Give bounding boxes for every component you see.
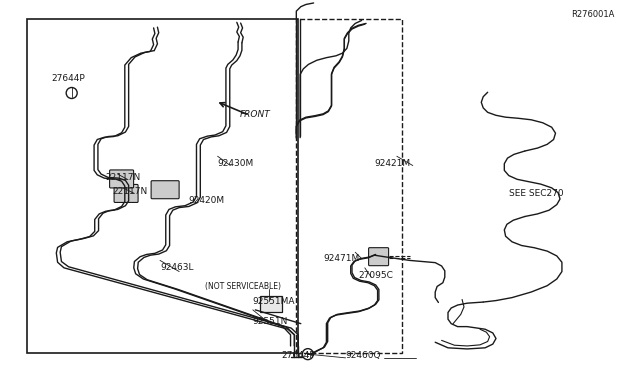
- Bar: [296, 19, 402, 353]
- Text: 22117N: 22117N: [106, 173, 141, 182]
- Bar: [260, 296, 282, 312]
- FancyBboxPatch shape: [369, 248, 388, 266]
- Bar: [27, 19, 298, 353]
- Text: 92460Q: 92460Q: [346, 351, 381, 360]
- FancyBboxPatch shape: [151, 181, 179, 199]
- Text: 22117N: 22117N: [112, 187, 147, 196]
- Text: 92420M: 92420M: [189, 196, 225, 205]
- FancyBboxPatch shape: [114, 185, 138, 202]
- Text: 27095C: 27095C: [358, 271, 393, 280]
- Text: 92430M: 92430M: [218, 159, 254, 168]
- Text: R276001A: R276001A: [571, 10, 614, 19]
- Text: 27644P: 27644P: [282, 351, 316, 360]
- Text: SEE SEC270: SEE SEC270: [509, 189, 563, 198]
- FancyBboxPatch shape: [109, 170, 134, 188]
- Text: 92551N: 92551N: [253, 317, 288, 326]
- Text: 92463L: 92463L: [160, 263, 193, 272]
- Text: 92421M: 92421M: [374, 159, 410, 168]
- Text: 27644P: 27644P: [51, 74, 85, 83]
- Text: 92551MA: 92551MA: [253, 297, 295, 306]
- Text: 92471M: 92471M: [323, 254, 360, 263]
- Text: (NOT SERVICEABLE): (NOT SERVICEABLE): [205, 282, 281, 291]
- Text: FRONT: FRONT: [240, 110, 271, 119]
